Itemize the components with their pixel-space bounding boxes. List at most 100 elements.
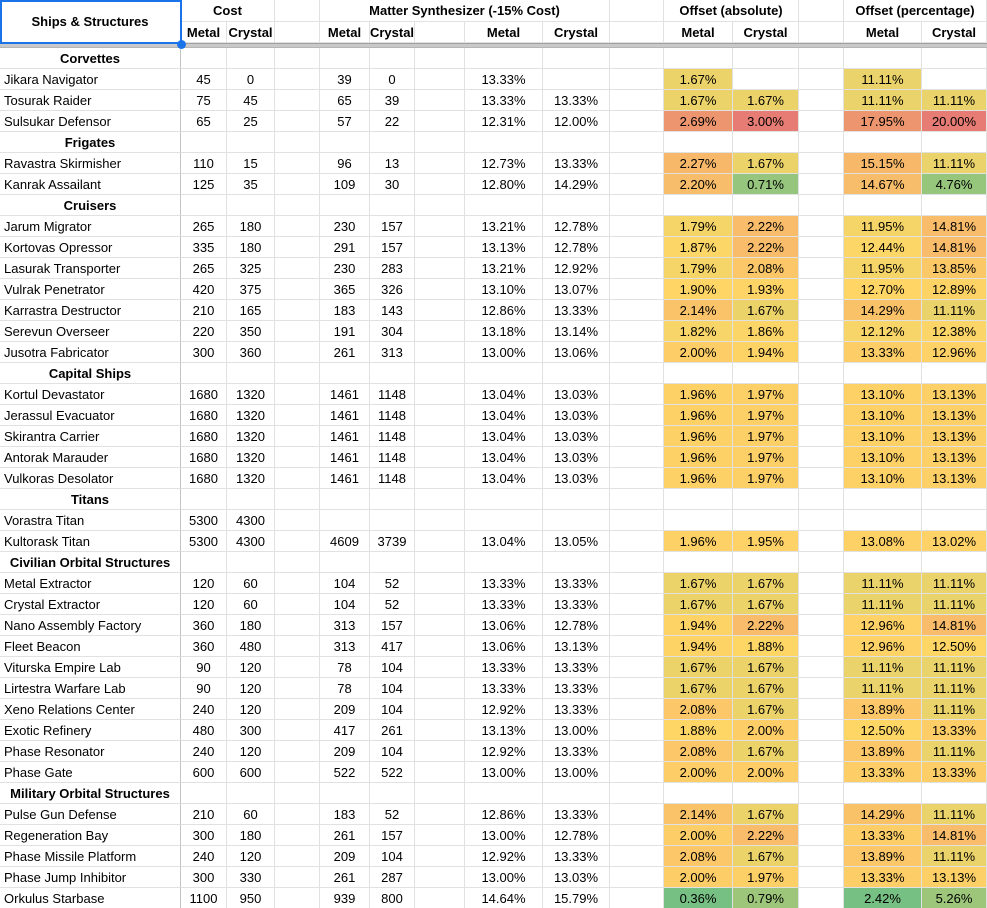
- cost-metal-cell[interactable]: 265: [181, 216, 227, 237]
- synth-metal-pct-cell[interactable]: 13.04%: [465, 468, 543, 489]
- empty-cell[interactable]: [799, 489, 844, 510]
- offset-abs-crystal-cell[interactable]: 1.67%: [733, 300, 799, 321]
- ship-name-cell[interactable]: Exotic Refinery: [0, 720, 181, 741]
- empty-cell[interactable]: [733, 195, 799, 216]
- empty-cell[interactable]: [227, 552, 275, 573]
- spacer-cell[interactable]: [415, 447, 465, 468]
- spacer-cell[interactable]: [610, 699, 664, 720]
- empty-cell[interactable]: [415, 783, 465, 804]
- spacer-cell[interactable]: [799, 615, 844, 636]
- spacer-cell[interactable]: [799, 258, 844, 279]
- synth-metal-cell[interactable]: 39: [320, 69, 370, 90]
- ship-name-cell[interactable]: Nano Assembly Factory: [0, 615, 181, 636]
- offset-pct-crystal-cell[interactable]: 11.11%: [922, 300, 987, 321]
- empty-cell[interactable]: [799, 48, 844, 69]
- spacer-cell[interactable]: [799, 447, 844, 468]
- offset-pct-metal-cell[interactable]: 17.95%: [844, 111, 922, 132]
- cost-metal-cell[interactable]: 360: [181, 615, 227, 636]
- empty-cell[interactable]: [275, 195, 320, 216]
- offset-abs-metal-cell[interactable]: 2.00%: [664, 867, 733, 888]
- empty-cell[interactable]: [275, 48, 320, 69]
- spacer-cell[interactable]: [610, 300, 664, 321]
- synth-crystal-pct-cell[interactable]: 13.07%: [543, 279, 610, 300]
- offset-pct-metal-cell[interactable]: 11.11%: [844, 678, 922, 699]
- synth-crystal-cell[interactable]: 417: [370, 636, 415, 657]
- cost-crystal-cell[interactable]: 1320: [227, 447, 275, 468]
- empty-cell[interactable]: [922, 552, 987, 573]
- spacer-cell[interactable]: [415, 342, 465, 363]
- empty-cell[interactable]: [844, 489, 922, 510]
- synth-crystal-cell[interactable]: 522: [370, 762, 415, 783]
- spacer-cell[interactable]: [799, 216, 844, 237]
- synth-crystal-cell[interactable]: 52: [370, 573, 415, 594]
- synth-crystal-cell[interactable]: 0: [370, 69, 415, 90]
- offset-abs-metal-cell[interactable]: 1.67%: [664, 573, 733, 594]
- empty-cell[interactable]: [415, 48, 465, 69]
- synth-metal-cell[interactable]: 313: [320, 615, 370, 636]
- empty-cell[interactable]: [844, 195, 922, 216]
- cost-crystal-cell[interactable]: 180: [227, 216, 275, 237]
- synth-crystal-cell[interactable]: 304: [370, 321, 415, 342]
- spacer-cell[interactable]: [275, 279, 320, 300]
- offset-abs-metal-cell[interactable]: 1.67%: [664, 657, 733, 678]
- ship-name-cell[interactable]: Phase Gate: [0, 762, 181, 783]
- synth-metal-cell[interactable]: 104: [320, 573, 370, 594]
- offset-abs-crystal-cell[interactable]: 1.67%: [733, 804, 799, 825]
- empty-cell[interactable]: [370, 489, 415, 510]
- offset-abs-metal-cell[interactable]: 2.00%: [664, 342, 733, 363]
- group-header-matter-synthesizer[interactable]: Matter Synthesizer (-15% Cost): [320, 0, 610, 22]
- ship-name-cell[interactable]: Phase Resonator: [0, 741, 181, 762]
- offset-pct-crystal-cell[interactable]: 5.26%: [922, 888, 987, 908]
- empty-cell[interactable]: [799, 552, 844, 573]
- empty-cell[interactable]: [181, 783, 227, 804]
- ship-name-cell[interactable]: Ravastra Skirmisher: [0, 153, 181, 174]
- empty-cell[interactable]: [664, 783, 733, 804]
- empty-cell[interactable]: [799, 132, 844, 153]
- synth-metal-cell[interactable]: 291: [320, 237, 370, 258]
- spacer-cell[interactable]: [610, 174, 664, 195]
- ship-name-cell[interactable]: Vorastra Titan: [0, 510, 181, 531]
- spacer-cell[interactable]: [610, 405, 664, 426]
- empty-cell[interactable]: [610, 552, 664, 573]
- spacer-cell[interactable]: [799, 69, 844, 90]
- synth-metal-pct-cell[interactable]: 13.33%: [465, 678, 543, 699]
- synth-metal-cell[interactable]: 417: [320, 720, 370, 741]
- synth-metal-cell[interactable]: 313: [320, 636, 370, 657]
- empty-cell[interactable]: [733, 489, 799, 510]
- cost-metal-cell[interactable]: 1680: [181, 468, 227, 489]
- spacer-cell[interactable]: [610, 888, 664, 908]
- spacer-cell[interactable]: [275, 405, 320, 426]
- spacer-cell[interactable]: [415, 22, 465, 43]
- synth-crystal-cell[interactable]: 1148: [370, 405, 415, 426]
- spacer-cell[interactable]: [799, 342, 844, 363]
- empty-cell[interactable]: [320, 48, 370, 69]
- spacer-cell[interactable]: [275, 153, 320, 174]
- spacer-cell[interactable]: [415, 426, 465, 447]
- spacer-cell[interactable]: [415, 678, 465, 699]
- offset-pct-crystal-cell[interactable]: 12.89%: [922, 279, 987, 300]
- offset-pct-metal-cell[interactable]: 13.10%: [844, 384, 922, 405]
- empty-cell[interactable]: [465, 363, 543, 384]
- empty-cell[interactable]: [275, 552, 320, 573]
- empty-cell[interactable]: [465, 489, 543, 510]
- synth-metal-pct-cell[interactable]: 12.92%: [465, 699, 543, 720]
- offset-pct-crystal-cell[interactable]: 20.00%: [922, 111, 987, 132]
- synth-metal-cell[interactable]: 261: [320, 825, 370, 846]
- spacer-cell[interactable]: [415, 615, 465, 636]
- offset-pct-metal-cell[interactable]: 13.89%: [844, 699, 922, 720]
- offset-pct-metal-cell[interactable]: 2.42%: [844, 888, 922, 908]
- cost-metal-cell[interactable]: 90: [181, 678, 227, 699]
- spacer-cell[interactable]: [275, 678, 320, 699]
- cost-crystal-cell[interactable]: 0: [227, 69, 275, 90]
- synth-metal-pct-cell[interactable]: 12.73%: [465, 153, 543, 174]
- empty-cell[interactable]: [275, 489, 320, 510]
- spacer-cell[interactable]: [610, 636, 664, 657]
- spacer-cell[interactable]: [799, 573, 844, 594]
- synth-metal-cell[interactable]: 1461: [320, 405, 370, 426]
- spacer-cell[interactable]: [610, 0, 664, 22]
- synth-crystal-cell[interactable]: 283: [370, 258, 415, 279]
- spacer-cell[interactable]: [415, 321, 465, 342]
- cost-metal-cell[interactable]: 1680: [181, 447, 227, 468]
- cost-metal-cell[interactable]: 240: [181, 846, 227, 867]
- spacer-cell[interactable]: [799, 405, 844, 426]
